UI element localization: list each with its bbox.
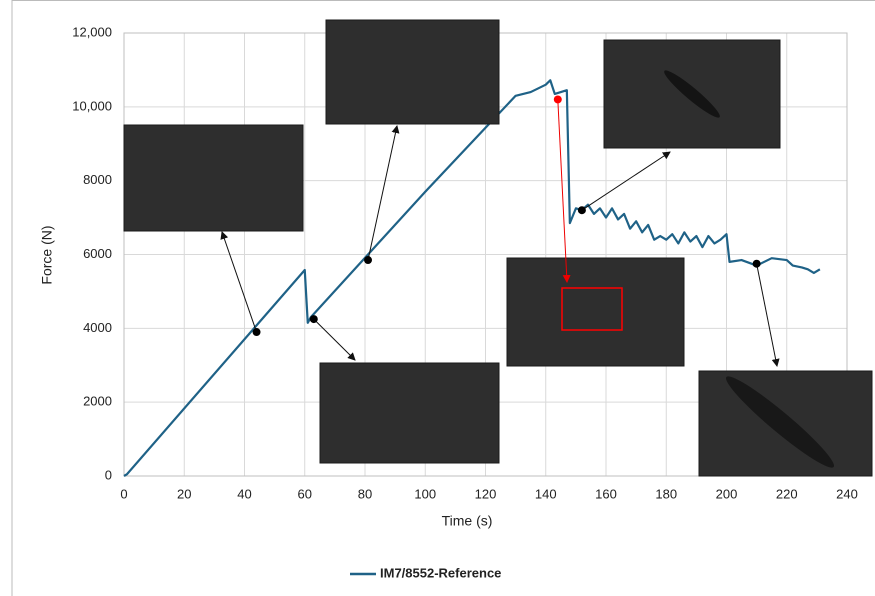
x-tick-label: 180: [655, 486, 677, 501]
highlight-box: [561, 287, 623, 331]
x-axis-title: Time (s): [442, 513, 493, 529]
annotation-point: [364, 256, 373, 265]
annotation-arrow: [557, 99, 571, 283]
x-tick-label: 200: [716, 486, 738, 501]
series-line: [123, 79, 821, 477]
annotation-arrow: [313, 318, 356, 361]
inset-image: [123, 124, 304, 232]
inset-images: [123, 19, 873, 477]
y-tick-label: 0: [105, 467, 112, 482]
annotation-arrow: [367, 125, 400, 261]
y-tick-label: 2000: [83, 394, 112, 409]
y-tick-label: 4000: [83, 320, 112, 335]
y-axis-title: Force (N): [39, 225, 55, 284]
annotation-point: [553, 95, 562, 104]
x-tick-label: 100: [414, 486, 436, 501]
inset-image: [325, 19, 500, 125]
y-tick-label: 10,000: [72, 98, 112, 113]
inset-image: [506, 257, 685, 367]
damage-spot: [664, 70, 720, 118]
x-tick-label: 160: [595, 486, 617, 501]
x-tick-label: 40: [237, 486, 251, 501]
x-tick-label: 120: [475, 486, 497, 501]
annotation-arrow: [756, 263, 780, 367]
annotation-point: [309, 315, 318, 324]
x-tick-label: 80: [358, 486, 372, 501]
annotation-point: [252, 328, 261, 337]
x-tick-label: 220: [776, 486, 798, 501]
x-tick-label: 240: [836, 486, 858, 501]
x-tick-label: 20: [177, 486, 191, 501]
y-tick-label: 6000: [83, 246, 112, 261]
annotation-arrow: [581, 151, 671, 211]
legend-label: IM7/8552-Reference: [380, 565, 501, 580]
x-tick-label: 140: [535, 486, 557, 501]
damage-spot: [725, 376, 835, 468]
y-tick-label: 8000: [83, 172, 112, 187]
y-tick-label: 12,000: [72, 24, 112, 39]
inset-image: [319, 362, 500, 464]
x-tick-label: 0: [120, 486, 127, 501]
x-tick-label: 60: [298, 486, 312, 501]
annotation-point: [577, 206, 586, 215]
annotation-arrow: [220, 231, 258, 333]
annotation-point: [752, 259, 761, 268]
